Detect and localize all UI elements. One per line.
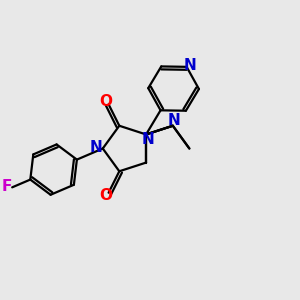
Text: N: N: [141, 132, 154, 147]
Text: N: N: [168, 113, 181, 128]
Text: O: O: [99, 94, 112, 110]
Text: N: N: [90, 140, 103, 154]
Text: O: O: [99, 188, 112, 202]
Text: F: F: [2, 179, 12, 194]
Text: N: N: [184, 58, 197, 73]
